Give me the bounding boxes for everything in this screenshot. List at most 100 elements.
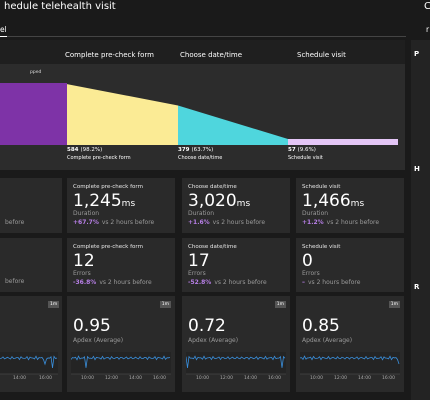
card-step: Schedule visit bbox=[302, 184, 341, 190]
funnel-step bbox=[67, 84, 178, 145]
sidebar bbox=[411, 40, 430, 400]
step-name: Choose date/time bbox=[178, 155, 223, 161]
sparkline bbox=[186, 352, 286, 375]
metric: Errors bbox=[73, 270, 91, 277]
change: +67.7% vs 2 hours before bbox=[73, 219, 154, 226]
compare: vs 2 hours before bbox=[212, 219, 266, 226]
card-step: Choose date/time bbox=[188, 184, 237, 190]
change: +1.6% vs 2 hours before bbox=[188, 219, 265, 226]
change-value: +67.7% bbox=[73, 219, 99, 226]
column-header: Complete pre-check form bbox=[65, 51, 155, 59]
time-label: 14:00 bbox=[129, 376, 142, 381]
step-count: 57 bbox=[288, 147, 296, 153]
compare: vs 2 hours before bbox=[214, 279, 267, 286]
funnel-step bbox=[288, 139, 398, 145]
time-label: 14:00 bbox=[13, 376, 26, 381]
time-label: 16:00 bbox=[153, 376, 166, 381]
metric: Errors bbox=[302, 270, 320, 277]
sparkline bbox=[300, 352, 400, 375]
tab[interactable]: r bbox=[426, 25, 430, 34]
card-value: 0 bbox=[302, 253, 313, 270]
value: 0 bbox=[302, 251, 313, 271]
time-label: 12:00 bbox=[334, 376, 347, 381]
step-percent: (98.2%) bbox=[80, 147, 103, 153]
compare: vs 2 hours before bbox=[99, 279, 152, 286]
card: Schedule visit 0 Errors – vs 2 hours before bbox=[296, 238, 404, 292]
metric: Duration bbox=[302, 210, 329, 217]
step-stat: 584 (98.2%) bbox=[67, 147, 102, 153]
time-label: 14:00 bbox=[358, 376, 371, 381]
card-value: 1,245ms bbox=[73, 193, 135, 213]
step-stat: 57 (9.6%) bbox=[288, 147, 316, 153]
step-percent: (9.6%) bbox=[297, 147, 316, 153]
value: 12 bbox=[73, 251, 95, 271]
card: 1m 0.85 Apdex (Average) 10:00 12:00 14:00 16:0… bbox=[296, 296, 404, 392]
metric: Duration bbox=[188, 210, 215, 217]
change: +1.2% vs 2 hours before bbox=[302, 219, 379, 226]
metric: Apdex (Average) bbox=[188, 337, 239, 344]
compare: vs 2 hours before bbox=[101, 219, 155, 226]
step-stat: 379 (63.7%) bbox=[178, 147, 213, 153]
change: – vs 2 hours before bbox=[302, 279, 360, 286]
card-value: 0.85 bbox=[302, 316, 340, 336]
card: 1m 14:00 16:00 bbox=[0, 296, 62, 392]
page-title-right: C bbox=[424, 1, 430, 12]
card-value: 0.72 bbox=[188, 316, 226, 336]
value: 3,020 bbox=[188, 191, 237, 211]
badge: 1m bbox=[388, 301, 400, 308]
fragment: before bbox=[5, 278, 25, 285]
card-step: Complete pre-check form bbox=[73, 244, 143, 250]
step-name: Complete pre-check form bbox=[67, 155, 131, 161]
unit: ms bbox=[236, 199, 251, 209]
step-name: Schedule visit bbox=[288, 155, 323, 161]
time-label: 14:00 bbox=[244, 376, 257, 381]
sparkline bbox=[71, 352, 171, 375]
card: Choose date/time 3,020ms Duration +1.6% vs 2… bbox=[182, 178, 290, 233]
card-value: 3,020ms bbox=[188, 193, 250, 213]
metric: Apdex (Average) bbox=[73, 337, 124, 344]
card-step: Complete pre-check form bbox=[73, 184, 143, 190]
change-value: -36.8% bbox=[73, 279, 97, 286]
compare: vs 2 hours before bbox=[326, 219, 380, 226]
card: before bbox=[0, 178, 62, 233]
tab[interactable]: el bbox=[0, 25, 7, 37]
card-value: 17 bbox=[188, 253, 210, 270]
sparkline bbox=[0, 352, 58, 375]
time-label: 16:00 bbox=[382, 376, 395, 381]
change-value: +1.2% bbox=[302, 219, 324, 226]
card: Complete pre-check form 12 Errors -36.8% vs … bbox=[67, 238, 175, 292]
metric: Duration bbox=[73, 210, 100, 217]
time-label: 12:00 bbox=[105, 376, 118, 381]
funnel-panel: pped Complete pre-check form Choose date/t… bbox=[0, 40, 405, 170]
funnel-start bbox=[0, 83, 67, 145]
unit: ms bbox=[121, 199, 136, 209]
metric: Apdex (Average) bbox=[302, 337, 353, 344]
card-value: 12 bbox=[73, 253, 95, 270]
change: -36.8% vs 2 hours before bbox=[73, 279, 152, 286]
column-header: Schedule visit bbox=[297, 51, 346, 59]
value: 1,466 bbox=[302, 191, 351, 211]
column-header: Choose date/time bbox=[180, 51, 243, 59]
time-label: 10:00 bbox=[196, 376, 209, 381]
badge: 1m bbox=[48, 301, 60, 308]
step-count: 379 bbox=[178, 147, 190, 153]
step-percent: (63.7%) bbox=[191, 147, 214, 153]
change-value: -52.8% bbox=[188, 279, 212, 286]
tab-divider bbox=[0, 36, 406, 37]
time-label: 10:00 bbox=[310, 376, 323, 381]
compare: vs 2 hours before bbox=[308, 279, 361, 286]
card: before bbox=[0, 238, 62, 292]
page-title: hedule telehealth visit bbox=[4, 1, 116, 12]
time-label: 16:00 bbox=[268, 376, 281, 381]
change-value: +1.6% bbox=[188, 219, 210, 226]
funnel-legend: pped bbox=[30, 70, 42, 75]
unit: ms bbox=[350, 199, 365, 209]
change-value: – bbox=[302, 279, 305, 286]
funnel-step bbox=[178, 105, 288, 145]
sidebar-heading: H bbox=[414, 165, 420, 173]
step-count: 584 bbox=[67, 147, 79, 153]
card: Choose date/time 17 Errors -52.8% vs 2 hours… bbox=[182, 238, 290, 292]
badge: 1m bbox=[274, 301, 286, 308]
time-label: 16:00 bbox=[39, 376, 52, 381]
